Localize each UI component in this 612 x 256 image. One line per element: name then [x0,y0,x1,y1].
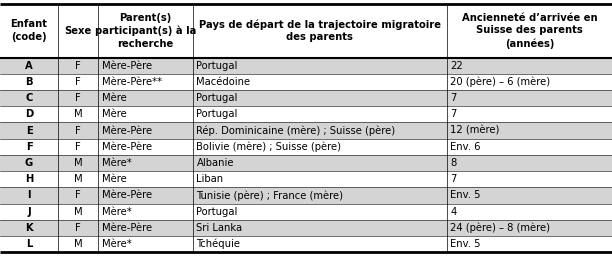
Text: 4: 4 [450,207,457,217]
Bar [0,187,612,204]
Text: Mère: Mère [102,109,126,119]
Text: Mère*: Mère* [102,207,132,217]
Text: M: M [73,174,83,184]
Text: Mère: Mère [102,174,126,184]
Text: Env. 5: Env. 5 [450,239,481,249]
Text: D: D [25,109,33,119]
Bar [0,220,612,236]
Text: Mère-Père: Mère-Père [102,190,152,200]
Text: 22: 22 [450,61,463,71]
Text: J: J [27,207,31,217]
Text: A: A [25,61,33,71]
Text: M: M [73,207,83,217]
Text: 7: 7 [450,109,457,119]
Text: Rép. Dominicaine (mère) ; Suisse (père): Rép. Dominicaine (mère) ; Suisse (père) [196,125,395,136]
Text: I: I [28,190,31,200]
Text: Tchéquie: Tchéquie [196,239,241,249]
Text: F: F [75,61,81,71]
Text: Mère-Père: Mère-Père [102,223,152,233]
Text: M: M [73,239,83,249]
Text: Portugal: Portugal [196,93,238,103]
Bar [0,58,612,74]
Text: Mère*: Mère* [102,239,132,249]
Bar [0,122,612,139]
Text: Mère-Père**: Mère-Père** [102,77,162,87]
Text: Env. 5: Env. 5 [450,190,481,200]
Text: F: F [75,190,81,200]
Text: 12 (mère): 12 (mère) [450,125,500,136]
Text: F: F [75,223,81,233]
Text: 8: 8 [450,158,457,168]
Text: 7: 7 [450,174,457,184]
Bar [0,155,612,171]
Text: F: F [75,77,81,87]
Text: Portugal: Portugal [196,61,238,71]
Text: Mère-Père: Mère-Père [102,142,152,152]
Text: Tunisie (père) ; France (mère): Tunisie (père) ; France (mère) [196,190,343,201]
Text: Liban: Liban [196,174,223,184]
Text: Mère: Mère [102,93,126,103]
Text: B: B [25,77,33,87]
Text: Mère*: Mère* [102,158,132,168]
Text: Portugal: Portugal [196,109,238,119]
Bar [0,90,612,106]
Text: Portugal: Portugal [196,207,238,217]
Text: L: L [26,239,32,249]
Text: G: G [25,158,33,168]
Text: Bolivie (mère) ; Suisse (père): Bolivie (mère) ; Suisse (père) [196,142,341,152]
Text: C: C [25,93,33,103]
Text: Ancienneté d’arrivée en
Suisse des parents
(années): Ancienneté d’arrivée en Suisse des paren… [461,13,597,49]
Text: 7: 7 [450,93,457,103]
Text: Macédoine: Macédoine [196,77,250,87]
Text: Enfant
(code): Enfant (code) [10,19,48,42]
Text: Mère-Père: Mère-Père [102,125,152,136]
Text: M: M [73,158,83,168]
Text: F: F [75,142,81,152]
Text: Env. 6: Env. 6 [450,142,481,152]
Text: K: K [25,223,33,233]
Text: E: E [26,125,32,136]
Text: Albanie: Albanie [196,158,234,168]
Text: Parent(s)
participant(s) à la
recherche: Parent(s) participant(s) à la recherche [95,13,196,49]
Text: 24 (père) – 8 (mère): 24 (père) – 8 (mère) [450,222,550,233]
Text: 20 (père) – 6 (mère): 20 (père) – 6 (mère) [450,77,551,87]
Text: Mère-Père: Mère-Père [102,61,152,71]
Text: Pays de départ de la trajectoire migratoire
des parents: Pays de départ de la trajectoire migrato… [199,19,441,42]
Text: M: M [73,109,83,119]
Text: Sri Lanka: Sri Lanka [196,223,242,233]
Text: Sexe: Sexe [64,26,92,36]
Text: F: F [26,142,32,152]
Text: F: F [75,93,81,103]
Text: F: F [75,125,81,136]
Text: H: H [25,174,33,184]
